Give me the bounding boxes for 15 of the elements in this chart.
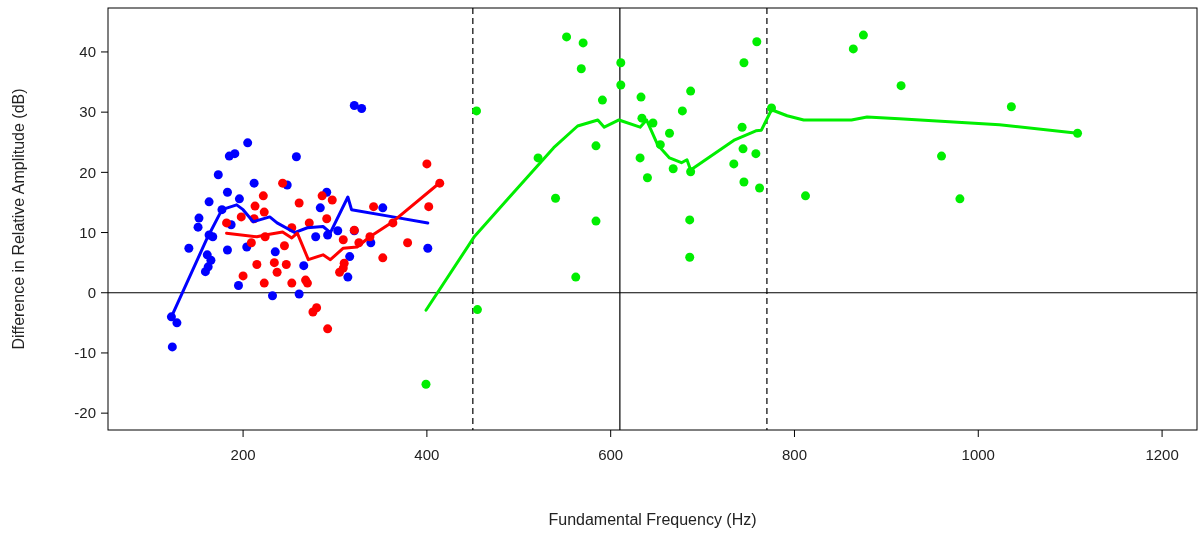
- y-tick-label: 40: [79, 43, 96, 61]
- x-tick-label: 600: [598, 446, 624, 463]
- x-axis-title: Fundamental Frequency (Hz): [548, 511, 757, 528]
- y-tick-label: 20: [79, 163, 96, 181]
- x-tick-label: 1200: [1145, 446, 1179, 463]
- y-tick-label: 10: [79, 223, 96, 241]
- y-tick-label: -10: [74, 344, 96, 362]
- x-tick-label: 200: [230, 446, 256, 463]
- y-axis-title: Difference in Relative Amplitude (dB): [10, 88, 27, 350]
- y-tick-label: -20: [74, 404, 96, 422]
- x-tick-label: 800: [781, 446, 807, 463]
- y-tick-label: 0: [87, 283, 96, 301]
- x-tick-label: 400: [414, 446, 440, 463]
- x-tick-label: 1000: [961, 446, 995, 463]
- y-tick-label: 30: [79, 103, 96, 121]
